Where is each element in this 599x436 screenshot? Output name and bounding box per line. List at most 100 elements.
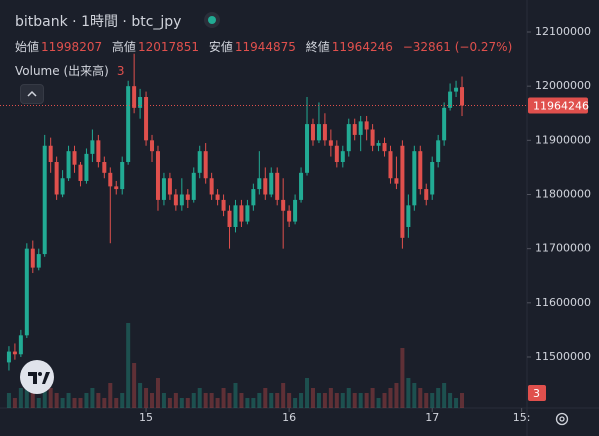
candle-body (322, 124, 327, 141)
candle-body (155, 151, 160, 200)
chevron-icon (27, 90, 37, 97)
volume-bar (239, 393, 244, 408)
volume-bar (114, 398, 119, 408)
candle-body (179, 194, 184, 206)
candle-body (281, 199, 286, 211)
volume-title: Volume (出来高) (15, 64, 109, 78)
volume-bar (173, 393, 178, 408)
volume-bar (436, 388, 441, 408)
candle-body (245, 205, 250, 222)
candle-body (78, 164, 83, 181)
collapse-button[interactable] (20, 84, 44, 104)
candle-body (448, 91, 453, 108)
candle-body (442, 107, 447, 141)
volume-bar (150, 393, 155, 408)
volume-bar (132, 363, 137, 408)
candle-body (132, 86, 137, 108)
candle-body (18, 335, 23, 355)
candle-body (346, 124, 351, 152)
volume-bar (102, 398, 107, 408)
settings-button[interactable] (553, 410, 571, 428)
volume-bar (155, 378, 160, 408)
candle-body (96, 140, 101, 162)
volume-bar (418, 388, 423, 408)
volume-bar (299, 393, 304, 408)
candle-body (60, 178, 65, 195)
volume-bar (161, 393, 166, 408)
candle-body (108, 172, 113, 187)
volume-bar (281, 383, 286, 408)
volume-bar (144, 388, 149, 408)
candle-body (239, 205, 244, 222)
volume-bar (54, 393, 59, 408)
candle-body (90, 140, 95, 154)
volume-bar (233, 383, 238, 408)
candle-body (24, 248, 29, 336)
volume-bar (185, 398, 190, 408)
volume-bar (424, 393, 429, 408)
ohlc-label: 始値 (15, 40, 40, 54)
ohlc-label: 高値 (111, 40, 136, 54)
candle-body (30, 248, 35, 268)
candle-body (305, 124, 310, 173)
volume-bar (191, 393, 196, 408)
volume-bar (12, 398, 17, 408)
volume-value: 3 (116, 64, 125, 78)
candle-body (167, 178, 172, 195)
candle-body (394, 178, 399, 184)
volume-bar (90, 388, 95, 408)
candle-body (66, 151, 71, 179)
candle-body (138, 97, 143, 108)
ohlc-row: 始値 11998207 高値 12017851 安値 11944875 終値 11964… (15, 38, 518, 55)
candle-body (150, 140, 155, 152)
visibility-icon[interactable] (204, 12, 220, 28)
volume-bar (346, 388, 351, 408)
volume-bar (209, 393, 214, 408)
change-value: −32861 (−0.27%) (402, 40, 513, 54)
candle-body (233, 205, 238, 227)
volume-bar (60, 398, 65, 408)
volume-bar (221, 388, 226, 408)
candle-body (275, 172, 280, 200)
candle-body (36, 254, 41, 268)
y-tick-label: 11800000 (535, 187, 591, 200)
volume-bar (72, 398, 77, 408)
volume-bar (442, 383, 447, 408)
candle-body (418, 151, 423, 190)
volume-bar (316, 393, 321, 408)
last-volume-label: 3 (533, 387, 540, 400)
candle-body (215, 194, 220, 200)
candle-body (161, 178, 166, 200)
candle-body (173, 194, 178, 206)
volume-bar (96, 393, 101, 408)
ohlc-value: 11998207 (41, 40, 103, 54)
y-tick-label: 12000000 (535, 79, 591, 92)
volume-bar (257, 393, 262, 408)
candle-body (251, 189, 256, 206)
volume-bar (370, 388, 375, 408)
volume-bar (18, 388, 23, 408)
volume-bar (30, 393, 35, 408)
ohlc-value: 11964246 (331, 40, 393, 54)
candle-body (358, 121, 363, 135)
candle-body (328, 140, 333, 146)
volume-row: Volume (出来高) 3 (15, 62, 130, 79)
candle-body (54, 161, 59, 195)
header-title-row: bitbank · 1時間 · btc_jpy (15, 11, 181, 31)
volume-bar (310, 388, 315, 408)
candle-body (370, 129, 375, 146)
last-price-badge (528, 97, 588, 114)
candle-body (406, 205, 411, 227)
volume-bar (287, 393, 292, 408)
volume-bar (406, 378, 411, 408)
x-tick-label: 17 (425, 411, 439, 424)
candle-body (293, 199, 298, 222)
chart-title: bitbank · 1時間 · btc_jpy (15, 14, 182, 30)
candle-body (287, 210, 292, 222)
candle-body (376, 143, 381, 146)
volume-bar (251, 398, 256, 408)
last-price-label: 11964246 (533, 100, 589, 113)
candle-body (299, 172, 304, 200)
volume-bar (328, 388, 333, 408)
volume-bar (454, 398, 459, 408)
